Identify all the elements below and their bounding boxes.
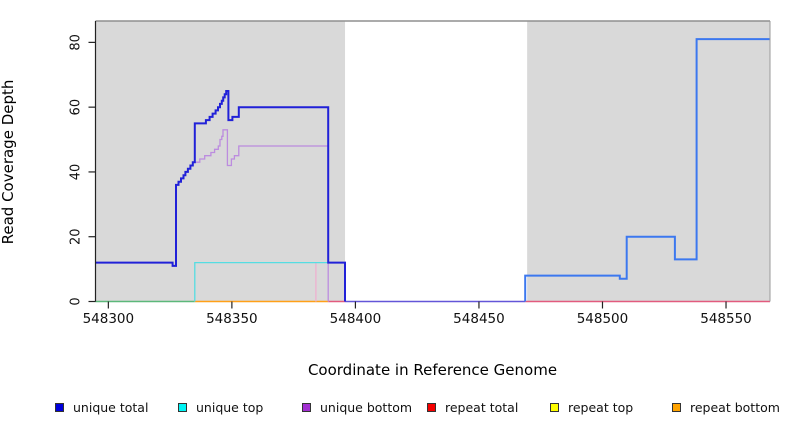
legend-swatch-icon <box>672 402 681 412</box>
plot-area: 0 20 40 60 80 548300 548350 548400 548450 548500 5… <box>69 20 771 327</box>
y-tick-label: 20 <box>69 228 84 245</box>
legend-swatch-icon <box>550 402 559 412</box>
legend-swatch-icon <box>427 402 436 412</box>
legend-item-unique-bottom: unique bottom <box>302 398 412 416</box>
x-tick-label: 548350 <box>206 311 258 327</box>
x-tick-label: 548400 <box>330 311 382 327</box>
legend-label: repeat bottom <box>690 399 780 415</box>
x-tick-label: 548450 <box>453 311 505 327</box>
y-tick-label: 40 <box>69 164 84 181</box>
legend-item-repeat-total: repeat total <box>427 398 518 416</box>
series-unique-total <box>524 38 770 302</box>
legend-swatch-icon <box>302 402 311 412</box>
legend-item-unique-total: unique total <box>55 398 148 416</box>
legend-item-unique-top: unique top <box>178 398 263 416</box>
y-tick-label: 0 <box>69 297 84 305</box>
y-tick-label: 80 <box>69 34 84 51</box>
legend-label: repeat total <box>445 399 519 415</box>
y-tick-label: 60 <box>69 99 84 116</box>
legend-label: unique bottom <box>320 399 413 415</box>
legend: unique total unique top unique bottom repea… <box>0 398 792 420</box>
x-tick-label: 548500 <box>577 311 629 327</box>
y-axis-title: Read Coverage Depth <box>0 79 17 245</box>
legend-swatch-icon <box>55 402 64 412</box>
legend-label: unique top <box>196 399 264 415</box>
legend-item-repeat-top: repeat top <box>550 398 633 416</box>
legend-item-repeat-bottom: repeat bottom <box>672 398 780 416</box>
legend-label: unique total <box>73 399 149 415</box>
series-unique-bottom <box>194 129 329 302</box>
series-unique-total <box>95 90 346 302</box>
x-tick-label: 548550 <box>700 311 752 327</box>
x-tick-label: 548300 <box>83 311 135 327</box>
legend-swatch-icon <box>178 402 187 412</box>
masked-region <box>345 21 528 302</box>
legend-label: repeat top <box>568 399 634 415</box>
x-axis-title: Coordinate in Reference Genome <box>307 361 558 379</box>
